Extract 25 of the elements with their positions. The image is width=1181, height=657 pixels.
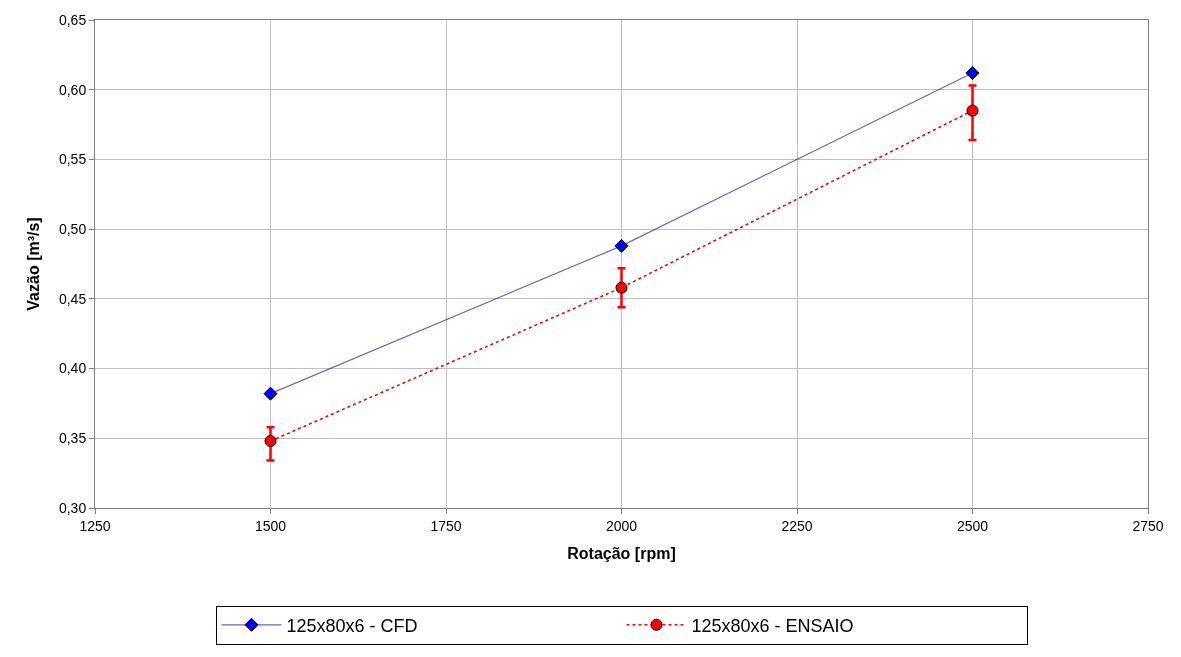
point bbox=[615, 281, 628, 294]
x-tick-label: 1750 bbox=[430, 517, 462, 534]
x-tick-label: 1250 bbox=[79, 517, 111, 534]
x-tick-label: 2250 bbox=[781, 517, 813, 534]
point bbox=[264, 435, 277, 448]
y-tick-label: 0,65 bbox=[58, 11, 87, 28]
point bbox=[263, 386, 278, 401]
y-axis-title: Vazão [m³/s] bbox=[24, 217, 42, 311]
y-tick-label: 0,60 bbox=[58, 81, 87, 98]
y-tick-label: 0,30 bbox=[58, 499, 87, 516]
x-tick-label: 2500 bbox=[956, 517, 989, 534]
y-tick-label: 0,45 bbox=[58, 290, 87, 307]
y-tick-label: 0,55 bbox=[58, 151, 87, 168]
y-tick-label: 0,50 bbox=[58, 221, 87, 238]
legend-label: 125x80x6 - ENSAIO bbox=[691, 615, 854, 636]
point bbox=[966, 104, 979, 117]
x-tick-label: 2000 bbox=[605, 517, 638, 534]
point bbox=[614, 238, 629, 253]
y-tick-label: 0,40 bbox=[58, 360, 87, 377]
x-tick-label: 1500 bbox=[254, 517, 287, 534]
point bbox=[965, 65, 980, 80]
x-tick-label: 2750 bbox=[1132, 517, 1164, 534]
y-tick-label: 0,35 bbox=[58, 430, 87, 447]
legend-label: 125x80x6 - CFD bbox=[286, 615, 418, 636]
x-axis-title: Rotação [rpm] bbox=[567, 545, 676, 563]
